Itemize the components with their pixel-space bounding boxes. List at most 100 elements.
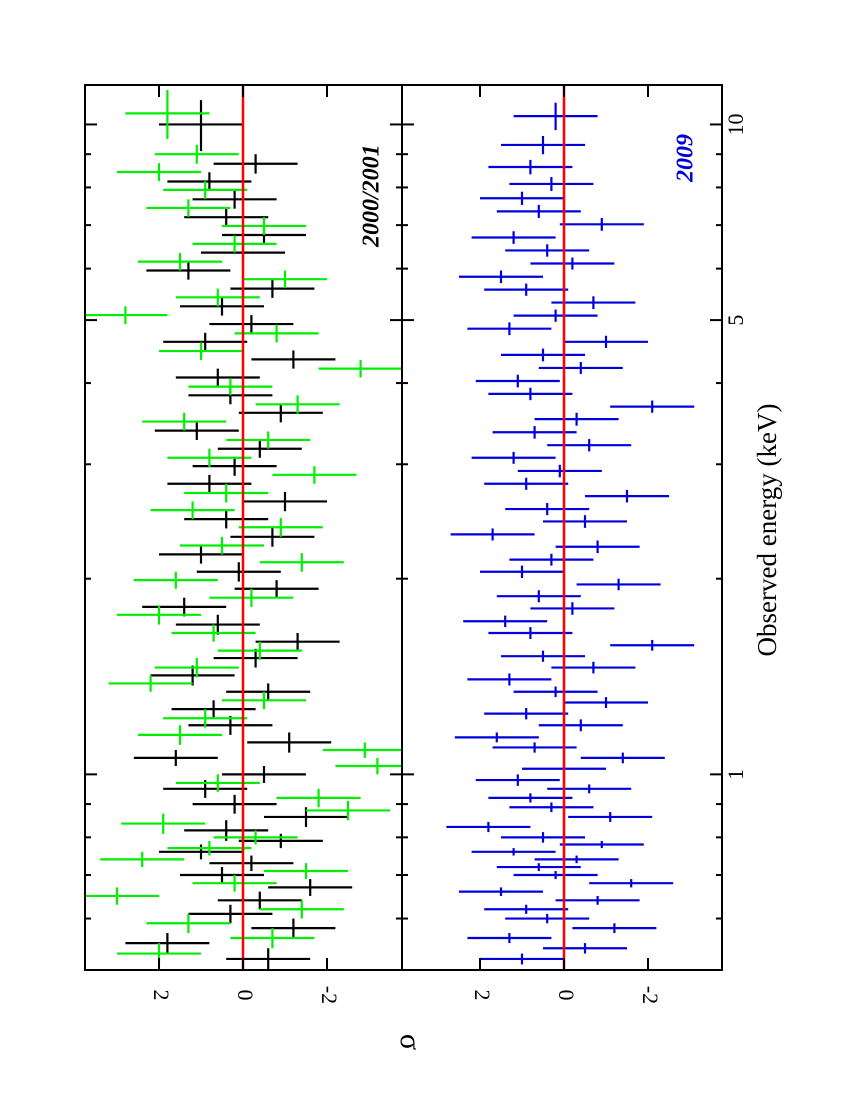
error-bar-blue <box>501 348 585 362</box>
x-tick-label: 5 <box>723 315 748 326</box>
error-bar-black <box>184 208 269 227</box>
panel-title: 2009 <box>673 134 699 183</box>
error-bar-green <box>171 624 256 642</box>
error-bar-green <box>255 395 340 414</box>
error-bar-black <box>192 190 277 209</box>
error-bar-black <box>217 439 302 458</box>
x-tick-label: 1 <box>723 769 748 780</box>
error-bar-green <box>108 675 193 692</box>
error-bar-blue <box>505 503 590 516</box>
error-bar-green <box>264 863 348 880</box>
error-bar-green <box>318 360 402 378</box>
error-bar-blue <box>513 871 598 880</box>
error-bar-green <box>222 217 306 235</box>
y-tick-label: 0 <box>554 990 579 1001</box>
error-bar-blue <box>559 840 644 849</box>
panel-2000-2001: 2 0 -2 2000/2001 <box>84 84 403 1004</box>
error-bar-black <box>251 350 336 369</box>
error-bar-blue <box>484 477 569 490</box>
error-bar-green <box>167 840 252 856</box>
error-bar-green <box>188 378 273 396</box>
y-axis-label: σ <box>394 1034 427 1050</box>
error-bar-black <box>159 844 243 860</box>
error-bar-blue <box>534 412 619 426</box>
error-bar-green <box>276 788 361 808</box>
error-bar-blue <box>484 904 569 914</box>
error-bar-blue <box>450 528 535 541</box>
error-bar-green <box>167 448 252 468</box>
error-bar-green <box>192 875 277 892</box>
error-bar-blue <box>480 953 564 965</box>
error-bar-green <box>150 501 235 520</box>
error-bar-green <box>230 928 315 949</box>
error-bar-blue <box>467 322 552 336</box>
plot-frame <box>401 84 723 971</box>
error-bar-blue <box>480 565 564 579</box>
error-bar-blue <box>555 895 640 905</box>
error-bar-green <box>209 588 294 607</box>
error-bar-blue <box>513 102 598 131</box>
error-bar-blue <box>538 719 623 732</box>
error-bar-blue <box>547 784 632 794</box>
error-bar-blue <box>475 374 560 388</box>
error-bar-blue <box>501 135 585 155</box>
error-bar-blue <box>459 270 543 284</box>
error-bar-green <box>226 431 311 449</box>
error-bar-blue <box>534 855 619 864</box>
error-bar-blue <box>509 553 594 566</box>
error-bar-black <box>125 933 210 954</box>
error-bar-black <box>251 918 336 939</box>
error-bar-blue <box>589 879 674 888</box>
error-bar-black <box>222 766 306 783</box>
error-bar-black <box>226 948 311 970</box>
error-bar-black <box>217 891 302 910</box>
error-bar-blue <box>551 661 636 674</box>
error-bar-blue <box>471 848 556 856</box>
error-bar-black <box>243 491 327 512</box>
error-bar-green <box>272 466 357 484</box>
error-bar-blue <box>467 933 552 944</box>
error-bar-blue <box>559 217 644 231</box>
error-bar-green <box>217 641 302 660</box>
error-bar-black <box>234 580 319 598</box>
x-axis-label: Observed energy (keV) <box>752 404 782 657</box>
error-bar-green <box>121 813 206 834</box>
error-bar-black <box>159 545 243 564</box>
error-bar-blue <box>488 387 573 401</box>
error-bar-blue <box>530 602 615 615</box>
error-bar-black <box>184 510 269 529</box>
error-bar-blue <box>576 578 661 591</box>
y-tick-label: 0 <box>233 990 258 1001</box>
x-tick-label: 10 <box>723 113 748 135</box>
error-bar-green <box>163 709 248 728</box>
error-bar-blue <box>564 697 648 709</box>
error-bar-blue <box>488 159 573 175</box>
error-bar-green <box>259 553 344 572</box>
error-bar-green <box>125 89 210 139</box>
error-bar-black <box>180 867 264 884</box>
panel-title: 2000/2001 <box>359 144 385 248</box>
error-bar-black <box>171 700 256 719</box>
error-bar-green <box>133 571 218 589</box>
error-bar-blue <box>480 191 564 205</box>
error-bar-blue <box>484 708 569 720</box>
error-bar-blue <box>496 863 581 872</box>
error-bar-blue <box>585 489 669 503</box>
error-bar-black <box>213 154 298 174</box>
error-bar-black <box>268 879 353 896</box>
error-bar-blue <box>463 615 548 628</box>
error-bar-green <box>163 181 248 199</box>
y-tick-label: 2 <box>149 990 174 1001</box>
error-bar-black <box>142 597 227 617</box>
error-bar-blue <box>471 451 556 464</box>
error-bar-green <box>146 199 231 217</box>
error-bar-black <box>154 421 239 440</box>
error-bar-blue <box>568 812 653 822</box>
error-bar-green <box>184 483 269 503</box>
error-bar-black <box>133 750 218 767</box>
error-bar-black <box>255 633 340 651</box>
error-bar-green <box>146 913 231 934</box>
error-bar-green <box>100 851 185 868</box>
error-bar-green <box>85 887 159 905</box>
